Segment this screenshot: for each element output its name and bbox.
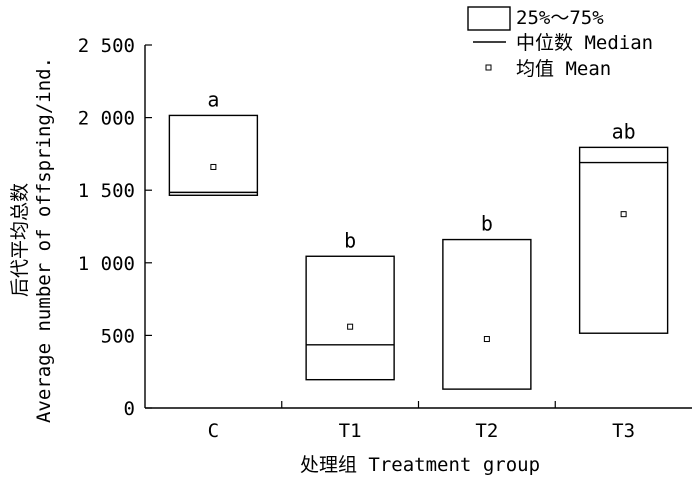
mean-c: [210, 163, 217, 170]
significance-letter-t3: ab: [612, 119, 636, 143]
y-tick-label-5: 2 500: [78, 35, 135, 57]
y-tick-label-1: 500: [101, 325, 135, 347]
legend: 25%～75% 中位数 Median 均值 Mean: [467, 6, 653, 80]
significance-letter-t1: b: [344, 228, 356, 252]
significance-letter-t2: b: [481, 212, 493, 236]
legend-mean-label: 均值 Mean: [516, 58, 611, 80]
mean-t1: [347, 323, 354, 330]
legend-box-label: 25%～75%: [516, 7, 604, 29]
mean-t2: [483, 336, 490, 343]
y-tick-label-4: 2 000: [78, 108, 135, 130]
x-tick-label-t2: T2: [475, 420, 498, 442]
mean-t3: [620, 211, 627, 218]
y-tick-label-2: 1 000: [78, 253, 135, 275]
y-tick-label-0: 0: [124, 398, 135, 420]
x-tick-label-c: C: [208, 420, 219, 442]
y-axis-title-cn: 后代平均总数: [9, 183, 31, 297]
legend-mean-swatch: [485, 64, 492, 71]
x-ticks: C T1 T2 T3: [208, 401, 635, 442]
y-ticks: 0 500 1 000 1 500 2 000 2 500: [78, 35, 152, 420]
y-tick-label-3: 1 500: [78, 180, 135, 202]
box-t3: [578, 146, 669, 334]
box-t2: [442, 238, 532, 390]
box-t1: [305, 255, 395, 381]
x-axis-title: 处理组 Treatment group: [300, 454, 540, 476]
x-tick-label-t1: T1: [339, 420, 362, 442]
y-axis-title-en: Average number of offspring/ind.: [33, 57, 55, 423]
legend-median-label: 中位数 Median: [516, 32, 653, 54]
box-c: [168, 114, 259, 196]
legend-box-swatch: [467, 6, 511, 31]
x-tick-label-t3: T3: [612, 420, 635, 442]
significance-letter-c: a: [207, 87, 219, 111]
